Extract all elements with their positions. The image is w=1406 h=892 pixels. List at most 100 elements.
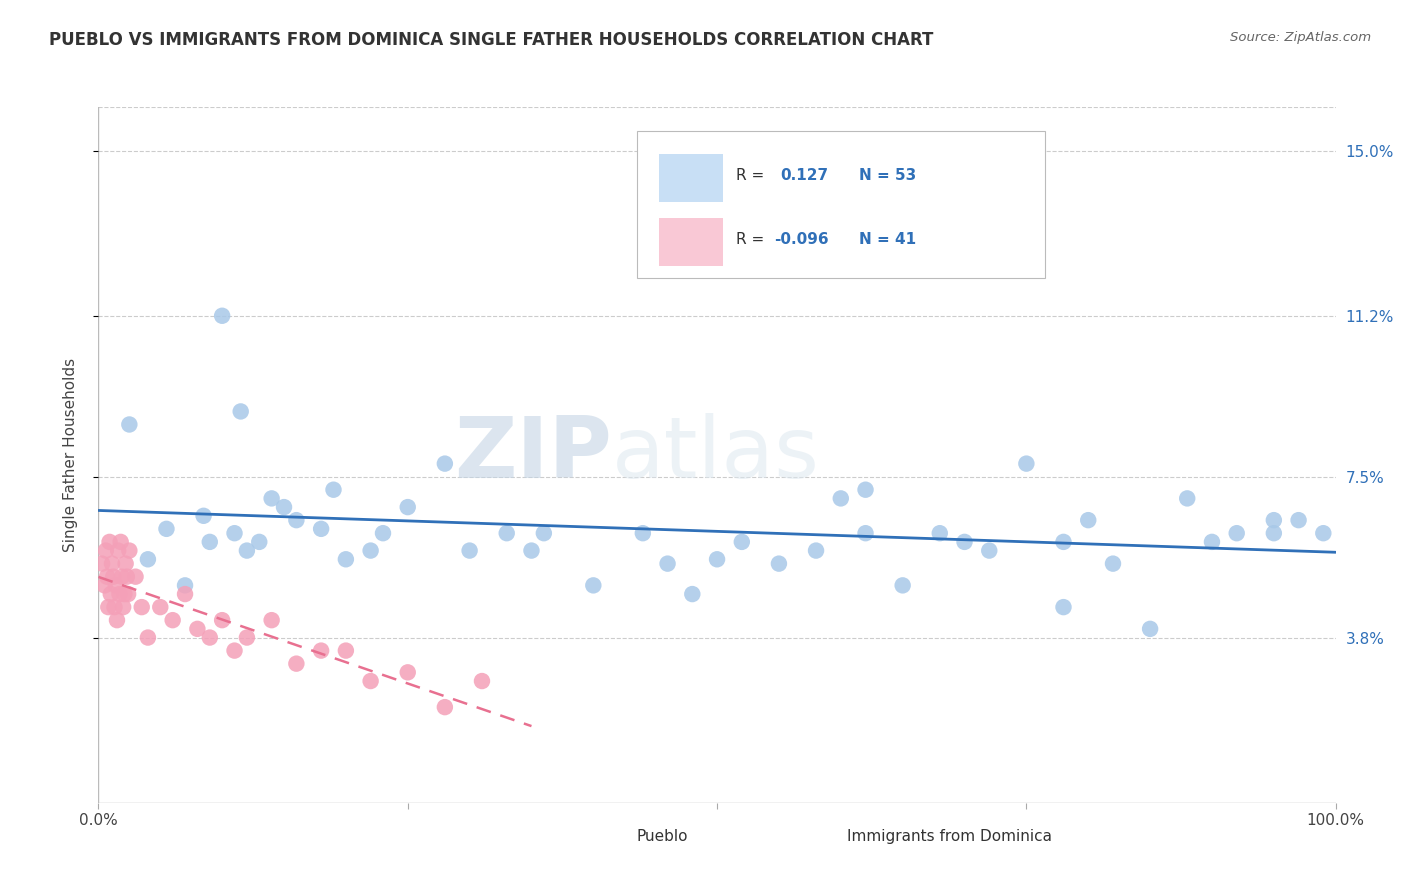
- FancyBboxPatch shape: [794, 821, 835, 852]
- Point: [110, 535, 132, 549]
- Point: [117, 587, 139, 601]
- Point: [396, 500, 419, 514]
- Point: [118, 417, 141, 432]
- Point: [149, 600, 172, 615]
- Point: [855, 526, 877, 541]
- Point: [101, 557, 124, 571]
- Text: N = 41: N = 41: [859, 233, 917, 247]
- Text: Pueblo: Pueblo: [637, 829, 688, 844]
- Point: [198, 535, 221, 549]
- Point: [1052, 535, 1074, 549]
- Point: [96, 570, 118, 584]
- Text: ZIP: ZIP: [454, 413, 612, 497]
- FancyBboxPatch shape: [659, 153, 723, 202]
- Point: [309, 643, 332, 657]
- Point: [631, 526, 654, 541]
- Point: [360, 674, 382, 689]
- Point: [533, 526, 555, 541]
- Point: [706, 552, 728, 566]
- Text: Immigrants from Dominica: Immigrants from Dominica: [846, 829, 1052, 844]
- Point: [495, 526, 517, 541]
- Point: [193, 508, 215, 523]
- Point: [360, 543, 382, 558]
- Point: [114, 557, 136, 571]
- Point: [91, 557, 114, 571]
- Point: [1263, 513, 1285, 527]
- Point: [1077, 513, 1099, 527]
- Point: [804, 543, 827, 558]
- Point: [731, 535, 754, 549]
- Text: PUEBLO VS IMMIGRANTS FROM DOMINICA SINGLE FATHER HOUSEHOLDS CORRELATION CHART: PUEBLO VS IMMIGRANTS FROM DOMINICA SINGL…: [49, 31, 934, 49]
- Point: [1015, 457, 1038, 471]
- Point: [309, 522, 332, 536]
- Point: [657, 557, 679, 571]
- Y-axis label: Single Father Households: Single Father Households: [63, 358, 77, 552]
- Point: [1102, 557, 1125, 571]
- Point: [229, 404, 252, 418]
- Point: [396, 665, 419, 680]
- Point: [285, 513, 308, 527]
- Text: Source: ZipAtlas.com: Source: ZipAtlas.com: [1230, 31, 1371, 45]
- Point: [211, 309, 233, 323]
- Point: [174, 587, 197, 601]
- Point: [103, 600, 125, 615]
- Text: 0.127: 0.127: [780, 169, 828, 184]
- Point: [112, 587, 135, 601]
- Point: [236, 543, 259, 558]
- Point: [112, 600, 135, 615]
- Point: [108, 587, 131, 601]
- Point: [433, 700, 456, 714]
- Text: -0.096: -0.096: [773, 233, 828, 247]
- Point: [174, 578, 197, 592]
- Point: [335, 643, 357, 657]
- Point: [186, 622, 208, 636]
- Point: [681, 587, 703, 601]
- Point: [768, 557, 790, 571]
- FancyBboxPatch shape: [585, 821, 624, 852]
- FancyBboxPatch shape: [637, 131, 1045, 277]
- Point: [1312, 526, 1334, 541]
- Point: [211, 613, 233, 627]
- Point: [111, 570, 134, 584]
- Point: [107, 543, 129, 558]
- Point: [273, 500, 295, 514]
- Point: [162, 613, 184, 627]
- Point: [471, 674, 494, 689]
- Point: [582, 578, 605, 592]
- Point: [285, 657, 308, 671]
- Point: [198, 631, 221, 645]
- Point: [115, 570, 138, 584]
- Point: [155, 522, 177, 536]
- Text: R =: R =: [735, 233, 763, 247]
- Point: [335, 552, 357, 566]
- Point: [322, 483, 344, 497]
- Point: [928, 526, 950, 541]
- Point: [224, 526, 246, 541]
- Point: [855, 483, 877, 497]
- Point: [371, 526, 394, 541]
- Point: [433, 457, 456, 471]
- Point: [136, 552, 159, 566]
- Point: [118, 543, 141, 558]
- Point: [104, 578, 127, 592]
- Point: [103, 570, 125, 584]
- Point: [247, 535, 270, 549]
- Text: atlas: atlas: [612, 413, 820, 497]
- Point: [236, 631, 259, 645]
- Point: [105, 613, 128, 627]
- Point: [1175, 491, 1198, 506]
- Point: [100, 587, 122, 601]
- Point: [891, 578, 914, 592]
- Text: R =: R =: [735, 169, 763, 184]
- Point: [98, 535, 121, 549]
- Point: [830, 491, 852, 506]
- Point: [136, 631, 159, 645]
- Point: [97, 600, 120, 615]
- Point: [260, 613, 283, 627]
- Point: [93, 578, 115, 592]
- Point: [458, 543, 481, 558]
- Point: [953, 535, 976, 549]
- Point: [520, 543, 543, 558]
- Point: [124, 570, 146, 584]
- Point: [1201, 535, 1223, 549]
